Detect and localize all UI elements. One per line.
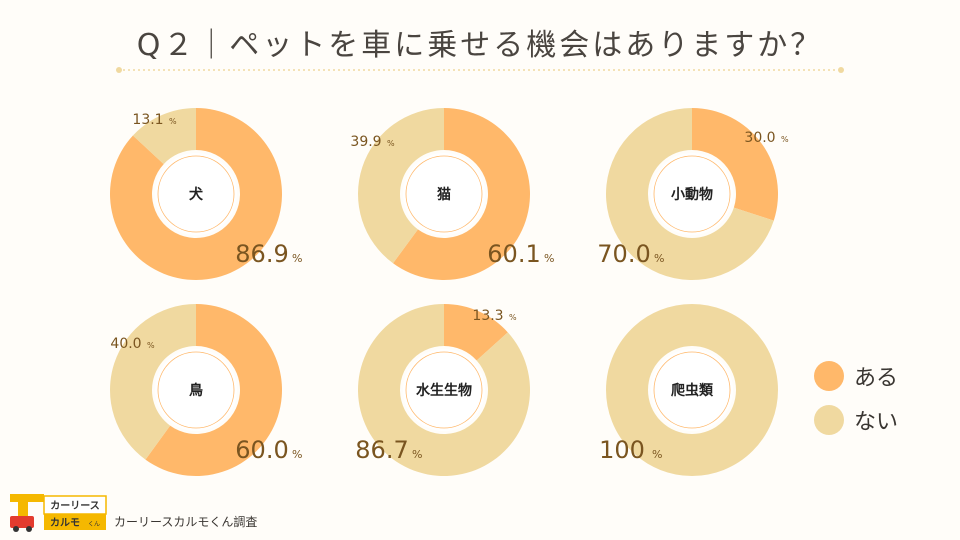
unit-label: % [652,448,662,461]
category-label: 猫 [437,186,451,203]
footer: カーリース カルモ くん カーリースカルモくん調査 [8,492,257,534]
slice-no [358,108,444,264]
donut-hole [651,349,733,431]
slice-yes [109,108,282,280]
slice-yes [444,304,508,361]
survey-credit: カーリースカルモくん調査 [114,515,258,529]
category-label: 小動物 [671,186,713,203]
slice-yes [692,108,778,221]
donut-chart: 猫 60.1 % 39.9% [350,108,554,280]
donut-hole [155,153,237,235]
legend-label-no: ない [854,410,899,435]
carmo-logo: カーリース カルモ くん [10,494,107,532]
legend-swatch-yes [814,361,844,391]
donut-chart: 爬虫類 100% [599,304,778,476]
donut-hole [651,153,733,235]
donut-hole-ring [157,155,235,233]
value-label-yes: 60.0 [235,436,288,464]
slice-no [110,303,196,460]
donut-hole-ring [653,155,731,233]
logo-suffix: くん [88,521,100,528]
legend-item-no: ない [814,404,898,436]
unit-label: % [412,448,422,461]
chart-title: Q２｜ペットを車に乗せる機会はありますか？ [136,28,824,63]
donut-chart: 鳥 60.0 % 40.0% [110,303,302,476]
donut-hole-ring [157,351,235,429]
donut-hole-ring [653,351,731,429]
value-label-no: 70.0 [597,240,650,268]
value-label-no: 39.9 [350,134,381,150]
donut-chart: 犬 86.9 % 13.1% [109,108,302,280]
donut-hole [403,153,485,235]
value-label-yes: 30.0 [744,130,775,146]
legend-item-yes: ある [814,360,898,392]
unit-label: % [544,252,554,265]
slice-yes [145,303,282,476]
unit-label: % [169,117,177,126]
value-label-yes: 13.3 [472,308,503,324]
donut-chart: 水生生物 13.3 % 86.7% [355,304,530,477]
category-label: 犬 [189,186,204,203]
category-label: 爬虫類 [671,382,714,399]
legend-label-yes: ある [854,366,899,391]
unit-label: % [292,448,302,461]
slice-no [358,304,530,477]
donut-hole [155,349,237,431]
slice-yes [393,108,531,280]
donut-hole-ring [405,351,483,429]
slice-no [606,108,774,280]
unit-label: % [509,313,517,322]
category-label: 水生生物 [416,382,472,399]
value-label-yes: 60.1 [487,240,540,268]
unit-label: % [781,135,789,144]
unit-label: % [292,252,302,265]
legend-swatch-no [814,405,844,435]
title-divider [116,67,844,73]
value-label-no: 100 [599,436,645,464]
value-label-no: 40.0 [110,336,141,352]
unit-label: % [387,139,395,148]
slice-no [606,304,778,476]
donut-hole-ring [405,155,483,233]
donut-hole [403,349,485,431]
slice-no [132,108,196,165]
category-label: 鳥 [189,382,203,399]
value-label-yes: 86.9 [235,240,288,268]
unit-label: % [147,341,155,350]
value-label-no: 86.7 [355,436,408,464]
unit-label: % [654,252,664,265]
logo-line2: カルモ [50,517,80,529]
logo-line1: カーリース [50,500,100,512]
donut-chart: 小動物 30.0 % 70.0% [597,108,789,280]
value-label-no: 13.1 [132,112,163,128]
